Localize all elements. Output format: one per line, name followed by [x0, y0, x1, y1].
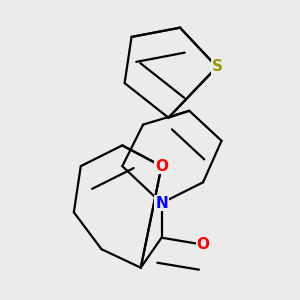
Text: S: S — [212, 59, 222, 74]
Text: O: O — [196, 237, 210, 252]
Text: O: O — [155, 159, 168, 174]
Text: N: N — [155, 196, 168, 211]
